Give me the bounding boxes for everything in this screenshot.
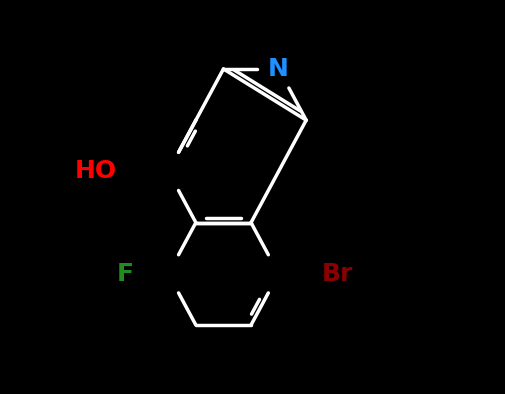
Text: HO: HO	[75, 160, 117, 183]
Text: Br: Br	[321, 262, 352, 286]
Text: F: F	[116, 262, 133, 286]
Text: N: N	[268, 57, 288, 81]
